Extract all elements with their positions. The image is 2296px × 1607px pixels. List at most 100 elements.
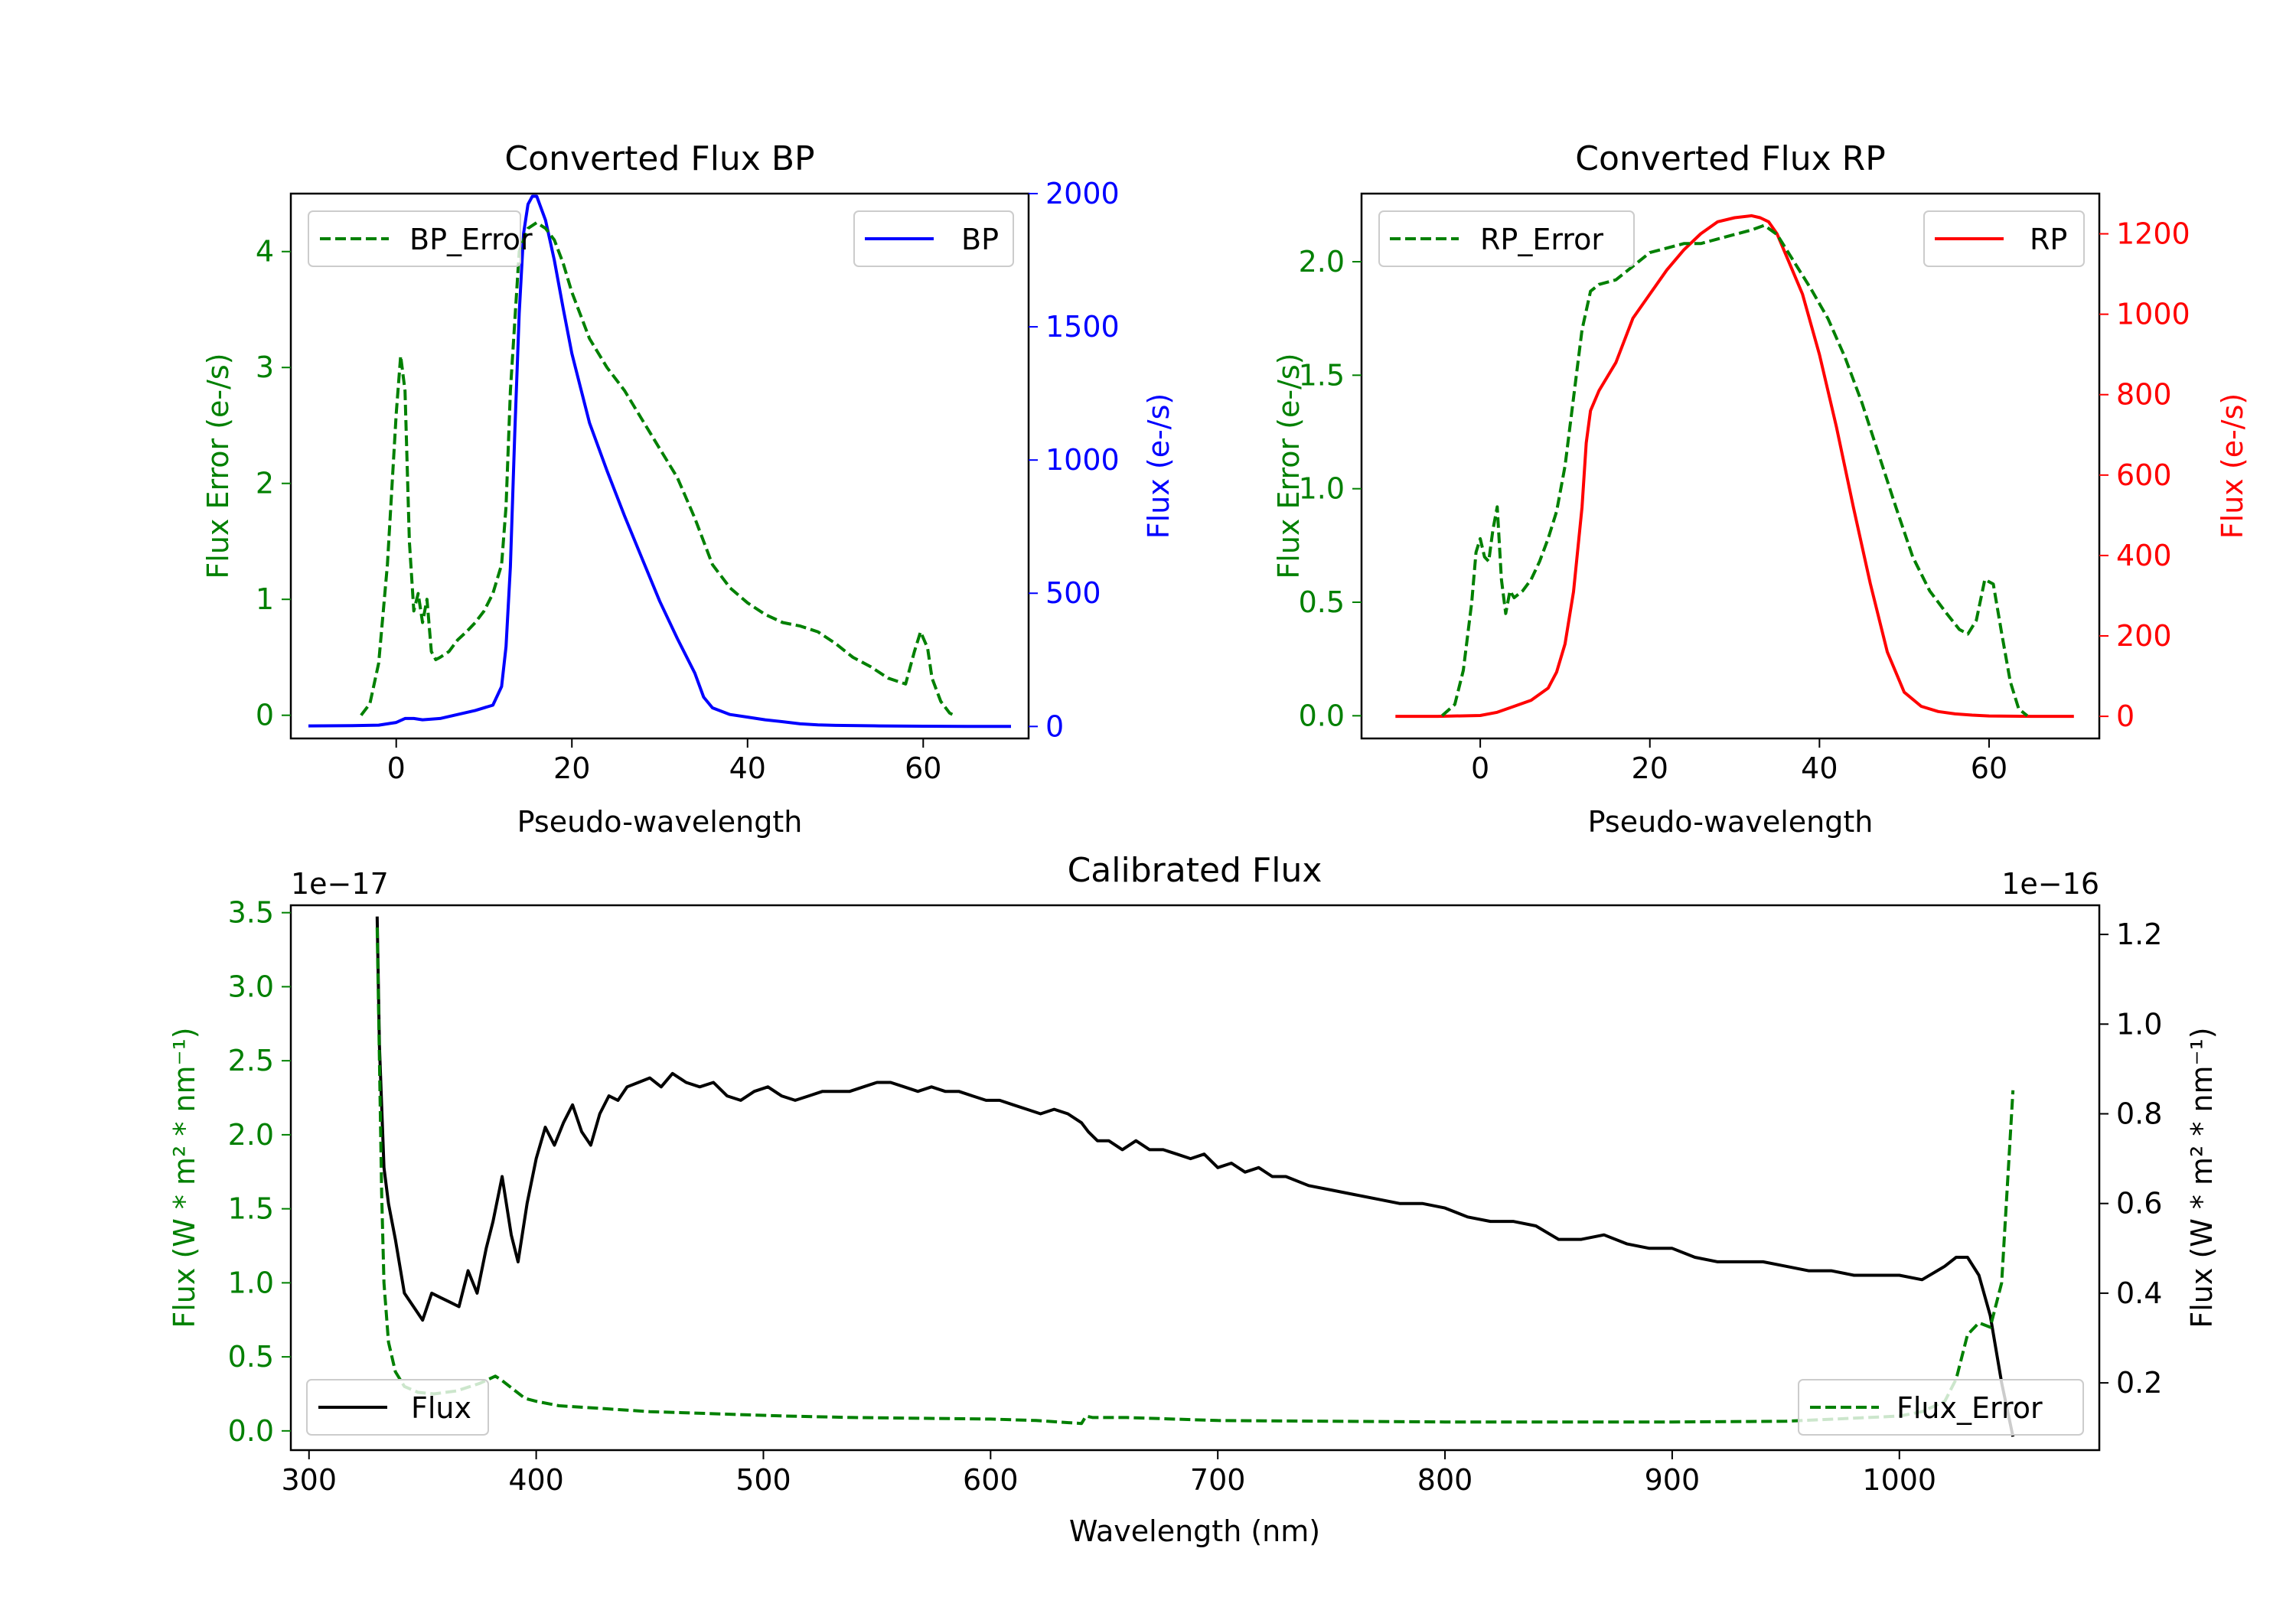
bp-ytick-right-label: 1500: [1045, 310, 1120, 344]
bp-ytick-right-label: 0: [1045, 709, 1064, 743]
cal-ylabel-left: Flux (W * m² * nm⁻¹): [168, 1027, 201, 1328]
rp-ytick-right-label: 600: [2116, 458, 2172, 492]
rp-axes-frame: [1360, 192, 2101, 740]
rp-ytick-left-label: 0.5: [1299, 585, 1345, 619]
bp-legend-left-label: BP_Error: [409, 223, 533, 256]
cal-line-flux: [375, 916, 2015, 1437]
bp-legend-left-box: [308, 210, 521, 267]
rp-yticks-right: 0 200 400 600 800 1000 1200: [2099, 217, 2190, 733]
cal-xtick-label: 600: [963, 1463, 1019, 1497]
bp-line-bp: [308, 194, 1011, 729]
rp-line-rp: [1395, 214, 2074, 719]
rp-legend-right-box: [1923, 210, 2085, 267]
bp-ytick-left-label: 3: [256, 350, 274, 384]
rp-ytick-right-label: 1000: [2116, 298, 2190, 331]
rp-ytick-right-label: 200: [2116, 619, 2172, 653]
rp-xtick-label: 40: [1801, 751, 1838, 785]
bp-line-bp-error: [360, 220, 955, 717]
rp-ylabel-right: Flux (e-/s): [2216, 393, 2249, 539]
cal-ytick-left-label: 1.5: [228, 1192, 274, 1226]
cal-title: Calibrated Flux: [1068, 851, 1322, 890]
rp-xtick-label: 20: [1632, 751, 1668, 785]
cal-legend-right-box: [1798, 1379, 2084, 1436]
rp-ytick-left-label: 0.0: [1299, 699, 1345, 732]
bp-xlabel: Pseudo-wavelength: [517, 805, 803, 839]
rp-legend-right[interactable]: RP: [1923, 210, 2085, 267]
rp-title: Converted Flux RP: [1575, 139, 1886, 178]
bp-ytick-left-label: 1: [256, 582, 274, 616]
rp-xticks: 0 20 40 60: [1471, 738, 2007, 785]
cal-xtick-label: 800: [1417, 1463, 1473, 1497]
cal-xtick-label: 500: [735, 1463, 791, 1497]
cal-xtick-label: 1000: [1862, 1463, 1936, 1497]
rp-ytick-left-label: 1.0: [1299, 472, 1345, 506]
cal-legend-right[interactable]: Flux_Error: [1798, 1379, 2084, 1436]
cal-legend-right-label: Flux_Error: [1896, 1391, 2043, 1425]
rp-xtick-label: 60: [1971, 751, 2007, 785]
bp-legend-right[interactable]: BP: [853, 210, 1014, 267]
cal-offset-left: 1e−17: [291, 867, 389, 901]
rp-ylabel-left: Flux Error (e-/s): [1272, 353, 1306, 579]
cal-ytick-left-label: 2.0: [228, 1118, 274, 1152]
rp-ytick-right-label: 400: [2116, 539, 2172, 572]
bp-yticks-left: 0 1 2 3 4: [256, 235, 291, 732]
cal-xticks: 300 400 500 600 700 800 900 1000: [281, 1450, 1936, 1497]
rp-ytick-left-label: 1.5: [1299, 358, 1345, 392]
cal-ytick-left-label: 2.5: [228, 1044, 274, 1077]
rp-xtick-label: 0: [1471, 751, 1489, 785]
cal-ytick-right-label: 1.2: [2116, 918, 2162, 951]
cal-ytick-right-label: 0.4: [2116, 1276, 2162, 1310]
bp-xticks: 0 20 40 60: [387, 738, 941, 785]
rp-ytick-right-label: 800: [2116, 378, 2172, 412]
rp-legend-left[interactable]: RP_Error: [1378, 210, 1635, 267]
cal-series-right: [375, 916, 2015, 1437]
cal-ylabel-right: Flux (W * m² * nm⁻¹): [2185, 1027, 2219, 1328]
rp-plot-area: [1395, 214, 2074, 719]
rp-ytick-right-label: 0: [2116, 699, 2135, 733]
cal-axes-frame: [289, 904, 2101, 1452]
rp-xlabel: Pseudo-wavelength: [1588, 805, 1874, 839]
bp-ytick-left-label: 4: [256, 235, 274, 269]
bp-ytick-right-label: 500: [1045, 576, 1101, 610]
cal-legend-left-label: Flux: [411, 1391, 471, 1425]
bp-series-right: [308, 194, 1011, 729]
cal-ytick-right-label: 0.2: [2116, 1366, 2162, 1400]
rp-series-right: [1395, 214, 2074, 719]
cal-ytick-right-label: 1.0: [2116, 1007, 2162, 1041]
rp-yticks-left: 0.0 0.5 1.0 1.5 2.0: [1299, 245, 1362, 732]
cal-ytick-left-label: 1.0: [228, 1266, 274, 1299]
bp-xtick-label: 0: [387, 751, 406, 785]
cal-legend-left[interactable]: Flux: [306, 1379, 489, 1436]
panel-bp: Converted Flux BP 0 20 40 60 0 1 2 3 4 0 500 1000…: [201, 139, 1176, 839]
bp-ytick-left-label: 0: [256, 699, 274, 732]
bp-legend-right-label: BP: [961, 223, 999, 256]
cal-legend-left-box: [306, 1379, 489, 1436]
cal-xlabel: Wavelength (nm): [1069, 1514, 1320, 1548]
bp-ylabel-right: Flux (e-/s): [1142, 393, 1176, 539]
panel-rp: Converted Flux RP 0 20 40 60 0.0 0.5 1.0 1.5 2.…: [1272, 139, 2249, 839]
bp-legend-left[interactable]: BP_Error: [308, 210, 533, 267]
panel-calibrated: Calibrated Flux 1e−17 1e−16 300 400 500 600…: [168, 851, 2219, 1548]
bp-ylabel-left: Flux Error (e-/s): [201, 353, 235, 579]
cal-offset-right: 1e−16: [2001, 867, 2099, 901]
bp-ytick-left-label: 2: [256, 467, 274, 500]
rp-ytick-right-label: 1200: [2116, 217, 2190, 251]
bp-xtick-label: 40: [729, 751, 766, 785]
cal-ytick-right-label: 0.6: [2116, 1187, 2162, 1221]
bp-title: Converted Flux BP: [504, 139, 814, 178]
rp-ytick-left-label: 2.0: [1299, 245, 1345, 279]
cal-ytick-left-label: 3.0: [228, 970, 274, 1003]
bp-axes-frame: [289, 192, 1030, 740]
cal-yticks-left: 0.0 0.5 1.0 1.5 2.0 2.5 3.0 3.5: [228, 896, 291, 1448]
cal-ytick-left-label: 0.5: [228, 1340, 274, 1374]
cal-yticks-right: 0.2 0.4 0.6 0.8 1.0 1.2: [2099, 918, 2162, 1400]
cal-ytick-left-label: 3.5: [228, 896, 274, 930]
bp-ytick-right-label: 2000: [1045, 177, 1120, 210]
rp-legend-right-label: RP: [2030, 223, 2067, 256]
cal-xtick-label: 400: [508, 1463, 564, 1497]
bp-yticks-right: 0 500 1000 1500 2000: [1029, 177, 1120, 743]
cal-ytick-left-label: 0.0: [228, 1414, 274, 1448]
cal-xtick-label: 900: [1645, 1463, 1701, 1497]
